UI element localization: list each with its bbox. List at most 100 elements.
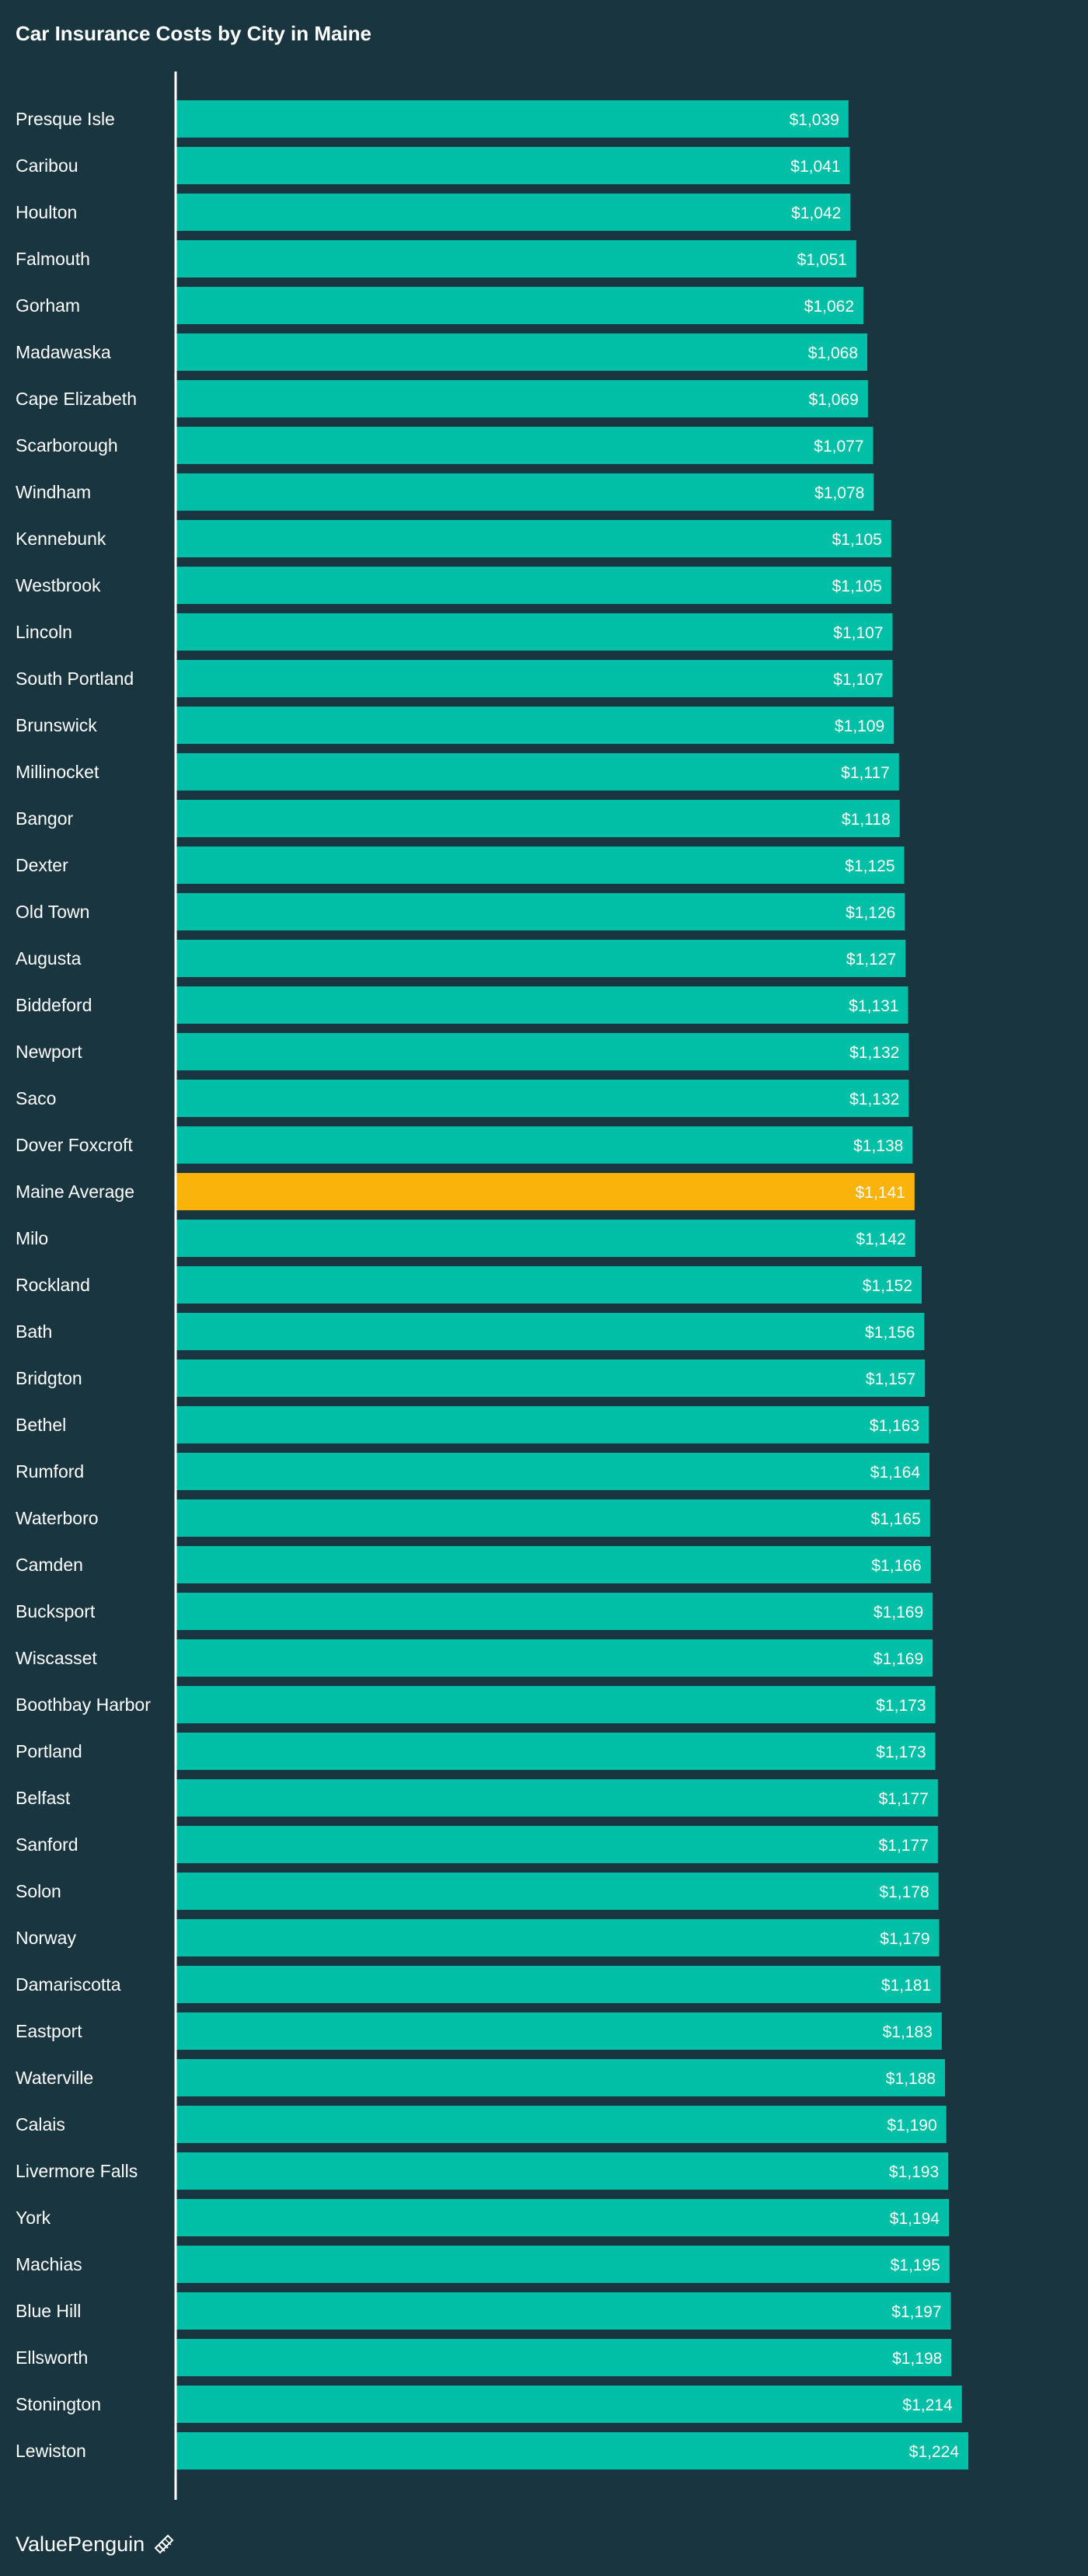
value-label: $1,198 xyxy=(892,2350,942,2368)
bar-row: Eastport $1,183 xyxy=(16,2012,942,2050)
bar xyxy=(176,1033,909,1070)
category-label: Blue Hill xyxy=(16,2301,81,2321)
category-label: Madawaska xyxy=(16,342,111,362)
bar xyxy=(176,240,856,277)
bar-row: Scarborough $1,077 xyxy=(16,427,874,464)
bar-row: Solon $1,178 xyxy=(16,1873,939,1910)
category-label: Houlton xyxy=(16,202,77,222)
value-label: $1,152 xyxy=(863,1277,912,1295)
category-label: York xyxy=(16,2208,51,2228)
bar-row: Boothbay Harbor $1,173 xyxy=(16,1686,936,1723)
bar xyxy=(176,707,894,744)
category-label: Dexter xyxy=(16,855,68,875)
bar xyxy=(176,753,899,791)
value-label: $1,165 xyxy=(871,1510,921,1528)
category-label: Stonington xyxy=(16,2394,101,2414)
bar-row: Rumford $1,164 xyxy=(16,1453,929,1490)
bar-row: Waterboro $1,165 xyxy=(16,1499,930,1537)
category-label: Bridgton xyxy=(16,1368,82,1388)
category-label: Saco xyxy=(16,1088,56,1108)
category-label: Milo xyxy=(16,1228,48,1248)
bar-row: Brunswick $1,109 xyxy=(16,707,894,744)
bar-row: Machias $1,195 xyxy=(16,2246,950,2283)
bar-row: Millinocket $1,117 xyxy=(16,753,899,791)
value-label: $1,107 xyxy=(833,624,883,642)
bar-row: Livermore Falls $1,193 xyxy=(16,2152,949,2190)
bar-row: Milo $1,142 xyxy=(16,1220,915,1257)
category-label: Bethel xyxy=(16,1415,66,1435)
bar xyxy=(176,800,900,837)
bar xyxy=(176,427,874,464)
bar xyxy=(176,2292,951,2330)
bar xyxy=(176,940,906,977)
value-label: $1,105 xyxy=(832,531,882,549)
value-label: $1,127 xyxy=(846,951,896,969)
average-bar xyxy=(176,1173,915,1210)
category-label: Gorham xyxy=(16,295,80,316)
bar-row: Damariscotta $1,181 xyxy=(16,1966,941,2003)
category-label: Bath xyxy=(16,1321,52,1342)
bar xyxy=(176,380,868,417)
bar-row: Portland $1,173 xyxy=(16,1733,936,1770)
bar-row: Falmouth $1,051 xyxy=(16,240,856,277)
value-label: $1,039 xyxy=(790,111,839,129)
category-label: Solon xyxy=(16,1881,61,1901)
bar xyxy=(176,893,905,930)
bar-row: Bridgton $1,157 xyxy=(16,1360,926,1397)
value-label: $1,141 xyxy=(856,1184,905,1202)
bar xyxy=(176,2246,950,2283)
bar-row: Lewiston $1,224 xyxy=(16,2432,968,2470)
value-label: $1,183 xyxy=(883,2023,933,2041)
value-label: $1,117 xyxy=(841,764,890,782)
category-label: Newport xyxy=(16,1042,82,1062)
bar xyxy=(176,520,891,557)
bar xyxy=(176,1080,909,1117)
bar-row: Stonington $1,214 xyxy=(16,2386,962,2423)
bar-row: Madawaska $1,068 xyxy=(16,333,867,371)
value-label: $1,214 xyxy=(902,2396,953,2414)
category-label: Damariscotta xyxy=(16,1974,121,1995)
bar xyxy=(176,1966,941,2003)
value-label: $1,166 xyxy=(871,1557,921,1575)
bar-row: Sanford $1,177 xyxy=(16,1826,938,1863)
category-label: Lincoln xyxy=(16,622,72,642)
bar-row: Old Town $1,126 xyxy=(16,893,905,930)
bar xyxy=(176,1499,930,1537)
bar xyxy=(176,2012,942,2050)
value-label: $1,173 xyxy=(876,1744,926,1761)
bar-row: Bath $1,156 xyxy=(16,1313,925,1350)
category-label: Old Town xyxy=(16,902,89,922)
value-label: $1,179 xyxy=(880,1930,929,1948)
value-label: $1,194 xyxy=(890,2210,940,2228)
bar xyxy=(176,1126,913,1164)
bar-row: Maine Average $1,141 xyxy=(16,1173,915,1210)
bar-row: Newport $1,132 xyxy=(16,1033,909,1070)
bar-row: Presque Isle $1,039 xyxy=(16,100,849,138)
bar-row: Caribou $1,041 xyxy=(16,147,850,184)
category-label: Bucksport xyxy=(16,1601,96,1621)
bar-chart: Presque Isle $1,039 Caribou $1,041 Houlton $1… xyxy=(16,72,968,2500)
bar-row: Blue Hill $1,197 xyxy=(16,2292,951,2330)
category-label: Bangor xyxy=(16,808,74,829)
bar-row: Wiscasset $1,169 xyxy=(16,1639,933,1677)
category-label: Calais xyxy=(16,2114,65,2134)
bar-row: Houlton $1,042 xyxy=(16,194,851,231)
bar-row: Bucksport $1,169 xyxy=(16,1593,933,1630)
bar xyxy=(176,1360,926,1397)
value-label: $1,173 xyxy=(876,1697,926,1715)
category-label: Millinocket xyxy=(16,762,99,782)
value-label: $1,078 xyxy=(814,484,864,502)
value-label: $1,181 xyxy=(881,1977,931,1995)
chart-title: Car Insurance Costs by City in Maine xyxy=(16,22,372,45)
value-label: $1,142 xyxy=(856,1230,905,1248)
value-label: $1,131 xyxy=(849,997,898,1015)
bar-row: Norway $1,179 xyxy=(16,1919,940,1956)
category-label: Scarborough xyxy=(16,435,118,456)
category-label: Biddeford xyxy=(16,995,92,1015)
value-label: $1,118 xyxy=(842,811,891,829)
category-label: Lewiston xyxy=(16,2441,86,2461)
category-label: Waterville xyxy=(16,2068,93,2088)
bar xyxy=(176,660,893,697)
category-label: Boothbay Harbor xyxy=(16,1695,151,1715)
bar xyxy=(176,2106,947,2143)
